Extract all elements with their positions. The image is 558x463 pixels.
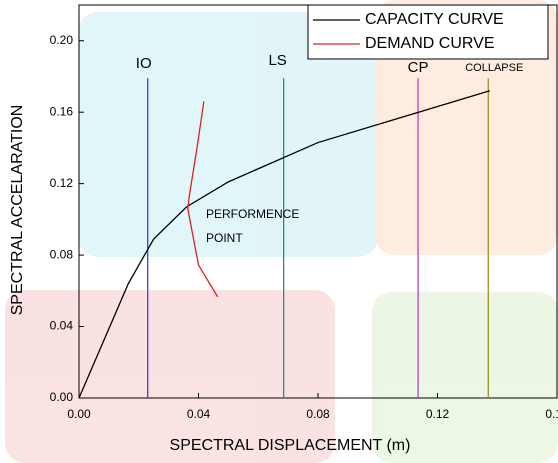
x-tick-label: 0.16: [545, 407, 558, 421]
annotation: PERFORMENCE: [206, 207, 299, 221]
legend-label: CAPACITY CURVE: [365, 11, 504, 28]
y-tick-label: 0.08: [50, 247, 74, 261]
y-tick-label: 0.20: [50, 33, 74, 47]
y-tick-label: 0.04: [50, 319, 74, 333]
y-axis-label: SPECTRAL ACCELARATION: [9, 105, 26, 316]
y-tick-label: 0.12: [50, 176, 74, 190]
limit-label: COLLAPSE: [465, 62, 523, 74]
limit-label: LS: [268, 52, 286, 69]
y-tick-label: 0.16: [50, 104, 74, 118]
limit-label: IO: [136, 55, 152, 72]
x-tick-label: 0.12: [426, 407, 450, 421]
limit-label: CP: [408, 59, 429, 76]
x-tick-label: 0.04: [187, 407, 211, 421]
x-axis-label: SPECTRAL DISPLACEMENT (m): [170, 437, 411, 454]
x-tick-label: 0.00: [67, 407, 91, 421]
annotation: POINT: [206, 231, 243, 245]
x-tick-label: 0.08: [306, 407, 330, 421]
chart: SPECTRAL DISPLACEMENT (m) SPECTRAL ACCEL…: [0, 0, 558, 463]
y-tick-label: 0.00: [50, 390, 74, 404]
legend-label: DEMAND CURVE: [365, 35, 495, 52]
